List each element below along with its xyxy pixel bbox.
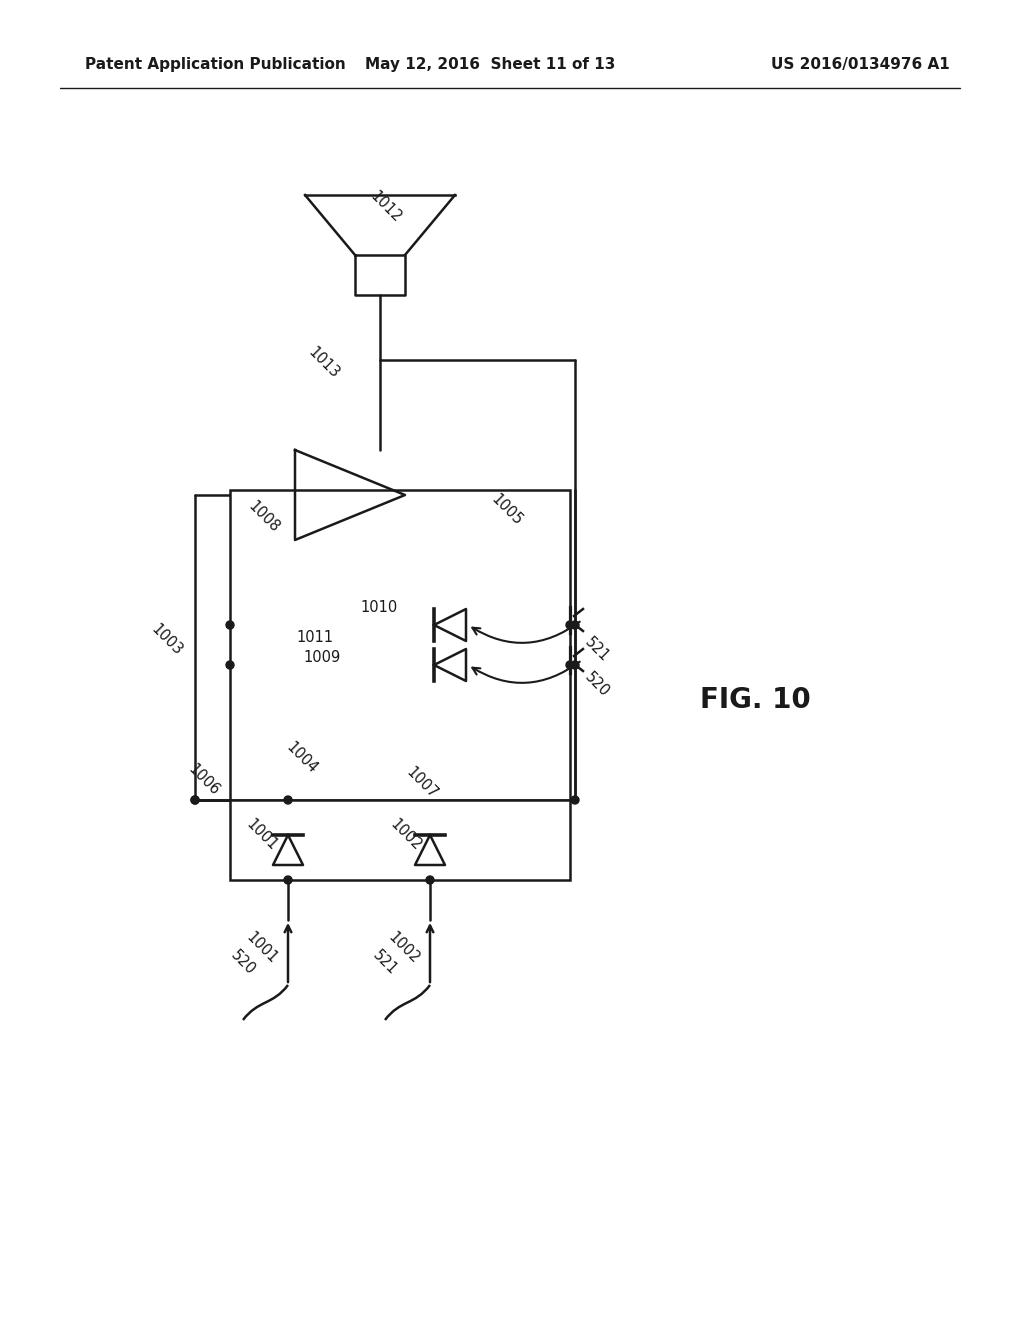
Circle shape bbox=[571, 661, 579, 669]
Text: 1009: 1009 bbox=[303, 649, 340, 664]
Circle shape bbox=[284, 876, 292, 884]
Text: May 12, 2016  Sheet 11 of 13: May 12, 2016 Sheet 11 of 13 bbox=[365, 58, 615, 73]
Text: 1002: 1002 bbox=[385, 929, 422, 966]
FancyArrowPatch shape bbox=[472, 622, 580, 643]
Text: 1012: 1012 bbox=[367, 189, 403, 226]
Circle shape bbox=[284, 796, 292, 804]
Circle shape bbox=[226, 620, 234, 630]
Text: 1006: 1006 bbox=[185, 762, 222, 799]
Text: 1008: 1008 bbox=[245, 499, 282, 536]
Circle shape bbox=[566, 620, 574, 630]
Text: 1001: 1001 bbox=[243, 817, 280, 854]
Text: 1011: 1011 bbox=[296, 631, 333, 645]
Circle shape bbox=[566, 661, 574, 669]
Circle shape bbox=[191, 796, 199, 804]
Text: 520: 520 bbox=[228, 948, 258, 978]
Text: 520: 520 bbox=[582, 669, 612, 700]
Text: 1010: 1010 bbox=[360, 601, 397, 615]
Text: 1007: 1007 bbox=[403, 764, 440, 801]
Text: FIG. 10: FIG. 10 bbox=[700, 686, 811, 714]
Text: 1004: 1004 bbox=[283, 739, 319, 776]
Circle shape bbox=[571, 796, 579, 804]
Bar bbox=[230, 490, 570, 800]
Text: 1005: 1005 bbox=[488, 491, 525, 528]
Text: 1003: 1003 bbox=[148, 622, 185, 659]
Text: 521: 521 bbox=[370, 948, 400, 978]
Circle shape bbox=[426, 876, 434, 884]
Text: Patent Application Publication: Patent Application Publication bbox=[85, 58, 346, 73]
Circle shape bbox=[571, 620, 579, 630]
Text: 521: 521 bbox=[582, 635, 612, 665]
Circle shape bbox=[191, 796, 199, 804]
Text: 1013: 1013 bbox=[305, 345, 342, 381]
FancyArrowPatch shape bbox=[472, 661, 580, 682]
Text: 1001: 1001 bbox=[243, 929, 280, 966]
Circle shape bbox=[226, 661, 234, 669]
Text: US 2016/0134976 A1: US 2016/0134976 A1 bbox=[771, 58, 950, 73]
Bar bbox=[230, 800, 570, 880]
Text: 1002: 1002 bbox=[387, 817, 424, 854]
